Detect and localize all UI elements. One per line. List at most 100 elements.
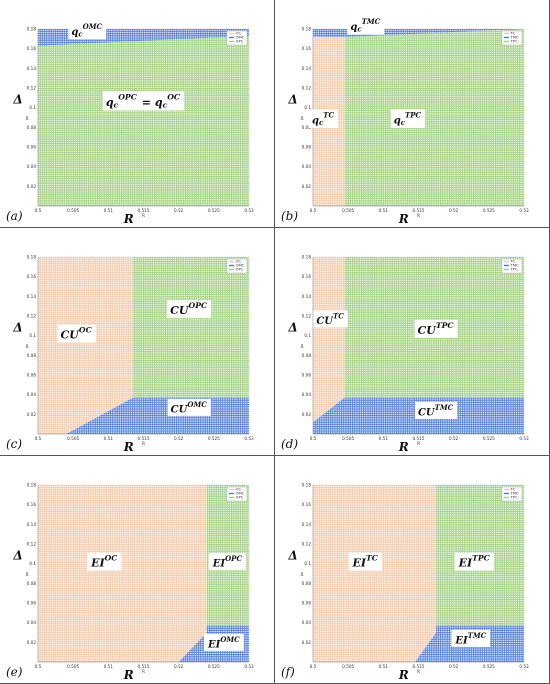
y-tick-label: 0.08: [302, 581, 312, 586]
x-tick-label: 0.505: [67, 436, 79, 441]
y-tick-label: 0.12: [302, 86, 312, 91]
y-axis-label: Δ: [12, 320, 22, 334]
y-tick-label: 0.16: [302, 502, 312, 507]
x-tick-label: 0.51: [104, 664, 114, 669]
y-tick-label: 0.08: [27, 125, 37, 130]
chart-svg: 0.5 0.505 0.51 0.515 0.52 0.525 0.53 0.02 0.04 0.…: [281, 255, 529, 455]
x-tick-label: 0.525: [208, 436, 220, 441]
region-label: EITC: [348, 552, 382, 571]
chart-panel: 0.5 0.505 0.51 0.515 0.52 0.525 0.53 0.02 0.04 0.…: [0, 456, 275, 684]
y-tick-label: 0.18: [27, 255, 37, 260]
y-tick-label: 0.18: [27, 483, 37, 488]
svg-text:CUTC: CUTC: [316, 311, 344, 326]
y-tick-label: 0.12: [302, 542, 312, 547]
x-tick-label: 0.52: [174, 436, 184, 441]
legend-label: TC: [510, 31, 516, 36]
x-tick-label: 0.52: [174, 208, 184, 213]
y-tick-label: 0.02: [27, 184, 37, 189]
y-tick-label: 0.12: [302, 314, 312, 319]
x-tick-label: 0.52: [174, 664, 184, 669]
y-axis-small-label: Δ: [26, 572, 29, 577]
y-tick-label: 0.18: [302, 27, 312, 32]
x-axis-label: R: [398, 212, 409, 226]
y-tick-label: 0.06: [302, 145, 312, 150]
y-tick-label: 0.04: [302, 620, 312, 625]
region-label: EIOMC: [204, 633, 244, 651]
region-label: CUTPC: [414, 319, 458, 338]
y-tick-label: 0.02: [27, 412, 37, 417]
chart-svg: 0.5 0.505 0.51 0.515 0.52 0.525 0.53 0.02 0.04 0.…: [281, 483, 529, 683]
x-tick-label: 0.51: [104, 208, 114, 213]
x-tick-label: 0.53: [519, 208, 529, 213]
x-axis-label: R: [123, 212, 134, 226]
y-tick-label: 0.06: [302, 601, 312, 606]
svg-text:qcTMC: qcTMC: [350, 17, 381, 34]
svg-text:EIOC: EIOC: [90, 554, 118, 570]
y-tick-label: 0.16: [27, 46, 37, 51]
y-axis-label: Δ: [12, 548, 22, 562]
y-tick-label: 0.04: [302, 164, 312, 169]
svg-text:CUTPC: CUTPC: [418, 321, 455, 337]
region-opc: [38, 35, 249, 206]
y-tick-label: 0.02: [27, 640, 37, 645]
y-tick-label: 0.14: [27, 522, 37, 527]
y-tick-label: 0.02: [302, 412, 312, 417]
y-tick-label: 0.18: [302, 255, 312, 260]
x-tick-label: 0.505: [67, 664, 79, 669]
legend-label: OMC: [236, 263, 245, 268]
y-axis-small-label: Δ: [301, 572, 304, 577]
y-tick-label: 0.08: [27, 581, 37, 586]
x-axis-small-label: R: [417, 669, 420, 674]
x-tick-label: 0.51: [379, 664, 389, 669]
x-axis-label: R: [123, 668, 134, 682]
y-tick-label: 0.12: [27, 86, 37, 91]
x-tick-label: 0.525: [483, 436, 495, 441]
legend-label: TC: [510, 259, 516, 264]
svg-text:EIOMC: EIOMC: [207, 635, 241, 650]
y-tick-label: 0.16: [27, 502, 37, 507]
svg-text:EITC: EITC: [352, 554, 379, 570]
y-axis-small-label: Δ: [26, 116, 29, 121]
y-tick-label: 0.08: [302, 125, 312, 130]
y-axis-label: Δ: [287, 548, 297, 562]
y-tick-label: 0.14: [302, 66, 312, 71]
x-tick-label: 0.515: [413, 436, 425, 441]
x-tick-label: 0.53: [244, 664, 254, 669]
svg-text:CUOMC: CUOMC: [171, 400, 208, 415]
svg-text:CUOPC: CUOPC: [170, 301, 208, 317]
region-tpc: [344, 29, 524, 206]
svg-text:qcTPC: qcTPC: [394, 110, 422, 127]
x-tick-label: 0.5: [310, 664, 317, 669]
panel-label: (b): [281, 209, 298, 223]
region-oc: [38, 257, 133, 434]
y-tick-label: 0.18: [27, 27, 37, 32]
x-tick-label: 0.51: [379, 208, 389, 213]
x-tick-label: 0.52: [449, 436, 459, 441]
chart-panel: 0.5 0.505 0.51 0.515 0.52 0.525 0.53 0.02 0.04 0.…: [275, 0, 550, 228]
y-tick-label: 0.02: [302, 184, 312, 189]
x-tick-label: 0.525: [208, 664, 220, 669]
y-tick-label: 0.14: [27, 66, 37, 71]
legend-label: TMC: [510, 35, 520, 40]
chart-svg: 0.5 0.505 0.51 0.515 0.52 0.525 0.53 0.02 0.04 0.…: [6, 483, 254, 683]
svg-text:qcOMC: qcOMC: [71, 22, 103, 39]
y-axis-label: Δ: [287, 320, 297, 334]
y-tick-label: 0.16: [302, 274, 312, 279]
x-tick-label: 0.525: [208, 208, 220, 213]
panel-label: (c): [6, 437, 22, 451]
chart-panel: 0.5 0.505 0.51 0.515 0.52 0.525 0.53 0.02 0.04 0.…: [275, 228, 550, 456]
y-tick-label: 0.12: [27, 314, 37, 319]
y-tick-label: 0.08: [27, 353, 37, 358]
region-label: CUOMC: [167, 398, 211, 416]
y-axis-small-label: Δ: [301, 344, 304, 349]
region-label: EITPC: [454, 552, 494, 571]
x-tick-label: 0.51: [379, 436, 389, 441]
y-tick-label: 0.1: [304, 561, 311, 566]
y-axis-small-label: Δ: [26, 344, 29, 349]
y-tick-label: 0.1: [29, 561, 36, 566]
panel-label: (d): [281, 437, 298, 451]
